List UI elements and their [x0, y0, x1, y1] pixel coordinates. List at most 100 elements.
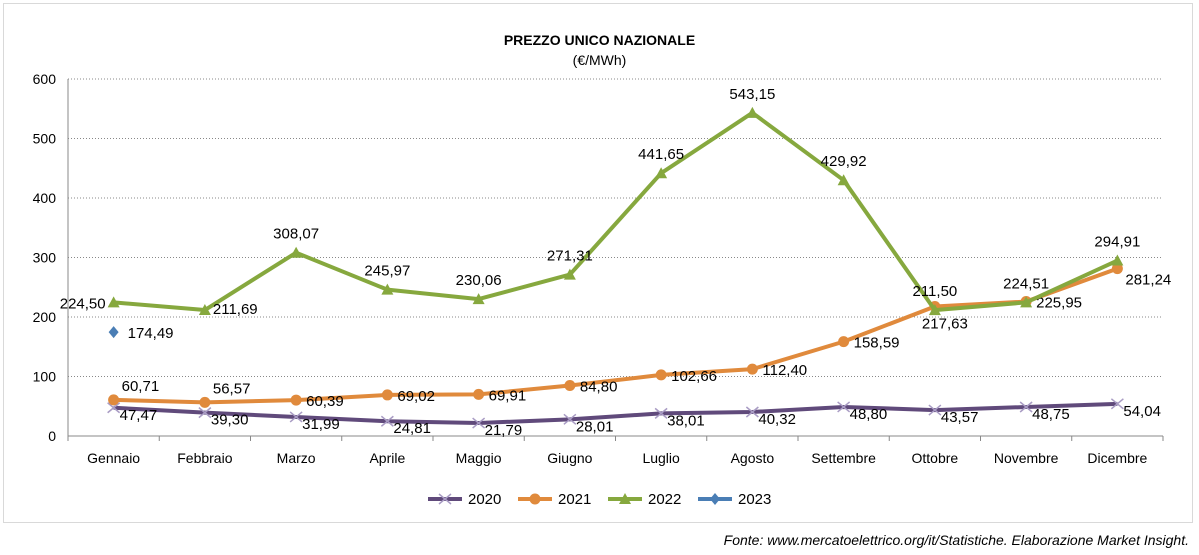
- data-label: 211,69: [213, 301, 258, 318]
- data-label: 84,80: [580, 379, 618, 396]
- data-label: 271,31: [547, 248, 593, 265]
- point-marker: [837, 174, 850, 186]
- point-marker: [290, 246, 303, 258]
- y-tick-label: 200: [33, 309, 57, 325]
- point-marker: [710, 493, 720, 505]
- point-marker: [199, 396, 211, 408]
- y-tick-label: 600: [33, 71, 57, 87]
- point-marker: [1020, 296, 1033, 308]
- point-marker: [746, 363, 758, 375]
- point-marker: [473, 388, 485, 400]
- legend-label-2021: 2021: [558, 491, 591, 508]
- point-marker: [1019, 401, 1033, 413]
- x-tick-label: Agosto: [731, 450, 775, 466]
- point-marker: [563, 268, 576, 280]
- data-label: 48,75: [1032, 406, 1070, 423]
- y-tick-label: 0: [48, 428, 56, 444]
- point-marker: [1111, 263, 1123, 275]
- point-marker: [746, 106, 759, 118]
- point-marker: [290, 394, 302, 406]
- point-marker: [837, 401, 851, 413]
- point-marker: [654, 407, 668, 419]
- point-marker: [198, 407, 212, 419]
- point-marker: [838, 336, 850, 348]
- series-line-2021: [113, 266, 1119, 405]
- y-tick-label: 100: [33, 369, 57, 385]
- legend-label-2022: 2022: [648, 491, 681, 508]
- data-label: 21,79: [485, 422, 523, 439]
- legend-label-2020: 2020: [468, 491, 501, 508]
- point-marker: [107, 402, 121, 414]
- point-marker: [655, 369, 667, 381]
- point-marker: [381, 283, 394, 295]
- y-tick-label: 500: [33, 131, 57, 147]
- data-label: 245,97: [364, 263, 410, 280]
- data-label: 48,80: [850, 406, 888, 423]
- source-note: Fonte: www.mercatoelettrico.org/it/Stati…: [723, 532, 1189, 548]
- point-marker: [1111, 254, 1124, 266]
- x-tick-label: Giugno: [547, 450, 592, 466]
- x-tick-label: Maggio: [456, 450, 502, 466]
- data-label: 60,71: [122, 378, 160, 395]
- point-marker: [1110, 398, 1124, 410]
- y-tick-label: 300: [33, 250, 57, 266]
- point-marker: [655, 167, 668, 179]
- x-tick-label: Marzo: [277, 450, 316, 466]
- data-label: 43,57: [941, 409, 979, 426]
- data-label: 543,15: [729, 86, 775, 103]
- point-marker: [472, 293, 485, 305]
- point-marker: [529, 493, 541, 505]
- data-label: 217,63: [922, 316, 968, 333]
- data-label: 281,24: [1125, 272, 1171, 289]
- x-tick-label: Aprile: [369, 450, 405, 466]
- x-tick-label: Gennaio: [87, 450, 140, 466]
- series-line-2020: [113, 401, 1118, 426]
- point-marker: [928, 304, 941, 316]
- data-label: 47,47: [120, 407, 158, 424]
- point-marker: [472, 417, 486, 429]
- series-line-2022: [113, 110, 1119, 313]
- data-label: 56,57: [213, 380, 251, 397]
- data-label: 38,01: [667, 412, 705, 429]
- data-label: 308,07: [273, 226, 319, 243]
- point-marker: [564, 380, 576, 392]
- data-label: 294,91: [1094, 234, 1140, 251]
- y-tick-label: 400: [33, 190, 57, 206]
- x-tick-label: Ottobre: [912, 450, 959, 466]
- point-marker: [380, 415, 394, 427]
- point-marker: [108, 326, 119, 339]
- data-label: 60,39: [306, 393, 344, 410]
- point-marker: [198, 304, 211, 316]
- data-label: 211,50: [912, 283, 957, 300]
- data-label: 224,51: [1003, 275, 1049, 292]
- point-marker: [619, 493, 631, 504]
- data-label: 225,95: [1036, 295, 1082, 312]
- data-label: 174,49: [128, 325, 174, 342]
- point-marker: [745, 406, 759, 418]
- data-label: 429,92: [821, 153, 867, 170]
- data-label: 40,32: [758, 411, 796, 428]
- data-label: 69,91: [489, 387, 527, 404]
- x-tick-label: Novembre: [994, 450, 1059, 466]
- data-label: 69,02: [397, 388, 435, 405]
- x-tick-label: Febbraio: [177, 450, 232, 466]
- data-label: 158,59: [854, 335, 900, 352]
- point-marker: [289, 411, 303, 423]
- point-marker: [438, 493, 452, 505]
- data-label: 24,81: [393, 420, 431, 437]
- chart-frame: [3, 3, 1193, 523]
- data-label: 28,01: [576, 418, 614, 435]
- x-tick-label: Settembre: [811, 450, 876, 466]
- data-label: 39,30: [211, 412, 249, 429]
- data-label: 112,40: [762, 362, 807, 379]
- point-marker: [381, 389, 393, 401]
- point-marker: [108, 394, 120, 406]
- x-tick-label: Dicembre: [1087, 450, 1147, 466]
- point-marker: [563, 413, 577, 425]
- point-marker: [107, 296, 120, 308]
- data-label: 54,04: [1123, 403, 1161, 420]
- x-tick-label: Luglio: [642, 450, 680, 466]
- data-label: 230,06: [456, 272, 502, 289]
